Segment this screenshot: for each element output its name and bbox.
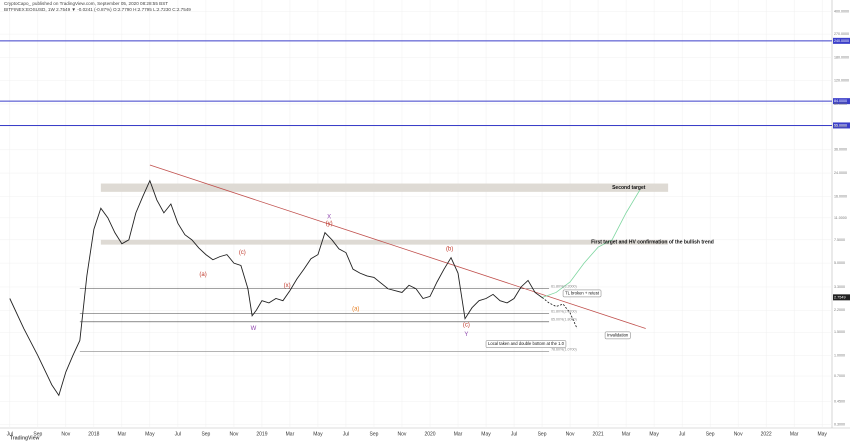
y-tick-label: 0.4500: [834, 399, 845, 403]
last-price-tag: [833, 294, 850, 301]
y-tick-label: 7.5000: [834, 238, 845, 242]
annotation: Local taken and double bottom at the 1.0: [488, 341, 565, 346]
y-tick-label: 36.0000: [834, 148, 847, 152]
wave-label: W: [251, 326, 257, 332]
level-price-label: 55.0000: [834, 123, 847, 127]
labels: Jul Sep Nov 2018 Mar May Jul Sep Nov 2019 Mar May Ju…: [7, 9, 849, 437]
level-price-label: 84.0000: [834, 99, 847, 103]
x-tick-label: May: [145, 431, 155, 437]
x-tick-label: Jul: [175, 431, 181, 437]
grid: [0, 0, 832, 428]
wave-label: Y: [464, 332, 468, 338]
wave-label: (y): [326, 221, 333, 227]
fib-label: 78.60%(1.0700): [551, 348, 577, 352]
wave-label: (c): [463, 323, 470, 329]
x-tick-label: 2020: [424, 431, 435, 437]
x-tick-label: May: [313, 431, 323, 437]
x-tick-label: Jul: [7, 431, 13, 437]
plot: [0, 37, 850, 397]
x-tick-label: 2018: [88, 431, 99, 437]
y-tick-label: 1.0000: [834, 353, 845, 357]
x-tick-label: Jul: [679, 431, 685, 437]
x-tick-label: May: [649, 431, 659, 437]
x-tick-label: Mar: [286, 431, 295, 437]
wave-label: X: [327, 214, 331, 220]
x-tick-label: 2022: [761, 431, 772, 437]
wave-label: (a): [352, 307, 359, 313]
level-price-label: 240.0000: [834, 39, 849, 43]
x-tick-label: Nov: [398, 431, 407, 437]
y-tick-label: 0.7000: [834, 374, 845, 378]
x-tick-label: 2021: [593, 431, 604, 437]
y-tick-label: 0.3000: [834, 423, 845, 427]
x-tick-label: May: [817, 431, 827, 437]
fib-label: 61.80%(3.2000): [551, 285, 577, 289]
x-tick-label: Sep: [33, 431, 42, 437]
x-tick-label: Jul: [511, 431, 517, 437]
y-tick-label: 1.5000: [834, 330, 845, 334]
x-tick-label: Sep: [370, 431, 379, 437]
x-tick-label: Mar: [454, 431, 463, 437]
watermark: TradingView: [10, 435, 39, 441]
wave-label: (a): [199, 272, 206, 278]
annotation-box: [485, 340, 567, 348]
annotation: Invalidation: [607, 333, 629, 338]
header-author: CryptoCapo_ published on TradingView.com…: [4, 1, 168, 6]
projection-path: [541, 297, 578, 329]
fib-label: 65.00%(1.8000): [551, 318, 577, 322]
y-tick-label: 5.0000: [834, 261, 845, 265]
x-tick-label: Sep: [201, 431, 210, 437]
x-tick-label: Mar: [790, 431, 799, 437]
x-tick-label: Mar: [622, 431, 631, 437]
annotation-box: [562, 289, 602, 298]
x-tick-label: Nov: [566, 431, 575, 437]
x-tick-label: 2019: [256, 431, 267, 437]
y-tick-label: 400.0000: [834, 9, 849, 13]
x-tick-label: Nov: [734, 431, 743, 437]
y-tick-label: 24.0000: [834, 171, 847, 175]
level-price-tag: [833, 37, 850, 44]
annotation-box: [604, 331, 631, 340]
y-tick-label: 180.0000: [834, 55, 849, 59]
level-price-tag: [833, 98, 850, 105]
y-tick-label: 120.0000: [834, 79, 849, 83]
last-price-label: 2.7549: [834, 295, 846, 299]
level-price-tag: [833, 122, 850, 129]
y-tick-label: 3.3000: [834, 285, 845, 289]
zone-label: Second target: [612, 185, 646, 191]
annotation: TL broken + retest: [565, 291, 600, 296]
fib-label: 61.80%(2.0700): [551, 310, 577, 314]
x-tick-label: Sep: [538, 431, 547, 437]
x-tick-label: Sep: [706, 431, 715, 437]
projection-path: [541, 189, 641, 298]
wave-label: (b): [446, 247, 453, 253]
x-tick-label: May: [481, 431, 491, 437]
x-tick-label: Mar: [118, 431, 127, 437]
wave-label: (c): [239, 250, 246, 256]
trendline: [149, 164, 646, 329]
y-tick-label: 54.0000: [834, 124, 847, 128]
header-symbol: BITFINEX:EOSUSD, 1W 2.7549 ▼ -0.0241 (-0…: [4, 7, 191, 12]
zone-label: First target and HV confirmation of the …: [591, 240, 714, 246]
target-zone: [100, 183, 669, 192]
x-tick-label: Nov: [61, 431, 70, 437]
y-tick-label: 11.0000: [834, 216, 847, 220]
price-line: [9, 179, 543, 397]
y-tick-label: 16.0000: [834, 194, 847, 198]
wave-label: (x): [284, 283, 291, 289]
y-tick-label: 270.0000: [834, 32, 849, 36]
x-tick-label: Nov: [229, 431, 238, 437]
x-tick-label: Jul: [343, 431, 349, 437]
y-tick-label: 80.0000: [834, 102, 847, 106]
y-tick-label: 2.2000: [834, 308, 845, 312]
